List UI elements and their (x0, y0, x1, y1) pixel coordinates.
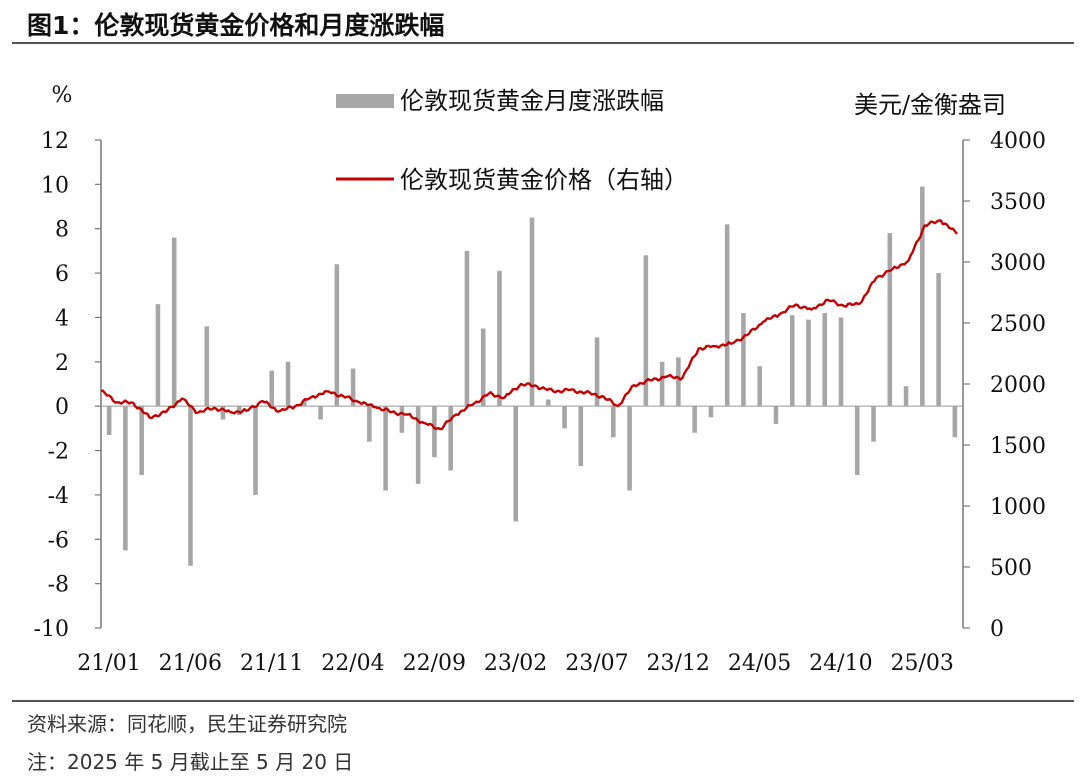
monthly-change-bar (334, 264, 340, 407)
left-tick-label: 6 (55, 262, 69, 287)
monthly-change-bar (659, 361, 665, 407)
title-rule (12, 42, 1074, 44)
monthly-change-bar (757, 366, 762, 407)
right-tick-label: 1000 (990, 495, 1046, 520)
monthly-change-bar (220, 406, 226, 420)
left-tick-label: 0 (55, 395, 69, 420)
monthly-change-bar (480, 328, 486, 407)
legend-line-label: 伦敦现货黄金价格（右轴） (400, 166, 688, 194)
monthly-change-bar (415, 406, 421, 484)
gold-price-line (100, 219, 958, 431)
left-tick-label: -8 (48, 573, 69, 598)
right-tick-label: 2500 (990, 312, 1046, 337)
monthly-change-bar (562, 406, 567, 429)
left-axis-unit: % (52, 83, 73, 108)
left-tick-label: 4 (55, 306, 69, 331)
date-note: 注：2025 年 5 月截止至 5 月 20 日 (27, 750, 354, 774)
monthly-change-bar (611, 406, 616, 438)
left-tick-label: -4 (48, 484, 69, 509)
right-tick-label: 1500 (990, 434, 1046, 459)
monthly-change-bar (432, 406, 437, 458)
monthly-change-bar (448, 406, 453, 471)
monthly-change-bar (253, 406, 258, 495)
left-tick-label: -2 (48, 440, 69, 465)
monthly-change-bar (724, 224, 730, 407)
monthly-change-bar (302, 399, 307, 407)
monthly-change-bar (627, 406, 632, 491)
monthly-change-bar (236, 406, 242, 416)
monthly-change-bar (594, 337, 600, 407)
monthly-change-bar (936, 273, 941, 407)
x-tick-label: 21/06 (159, 651, 222, 676)
monthly-change-bar (367, 406, 372, 442)
left-tick-label: 12 (41, 129, 69, 154)
monthly-change-bar (578, 406, 584, 467)
monthly-change-bar (139, 406, 144, 475)
left-tick-label: -10 (34, 617, 69, 642)
monthly-change-bar (806, 319, 811, 407)
monthly-change-bar (269, 370, 275, 407)
monthly-change-bar (318, 406, 323, 420)
x-tick-label: 24/05 (728, 651, 791, 676)
right-tick-label: 4000 (990, 129, 1046, 154)
right-tick-label: 500 (990, 556, 1032, 581)
monthly-change-bar (643, 255, 649, 407)
figure-title: 图1：伦敦现货黄金价格和月度涨跌幅 (27, 11, 445, 40)
footer-rule (12, 700, 1074, 702)
x-tick-label: 24/10 (809, 651, 872, 676)
right-axis-unit: 美元/金衡盎司 (854, 91, 1006, 119)
monthly-change-bar (838, 317, 844, 407)
monthly-change-bar (855, 406, 860, 475)
monthly-change-bar (513, 406, 519, 522)
monthly-change-bar (871, 406, 876, 442)
left-tick-label: -6 (48, 528, 69, 553)
monthly-change-bar (171, 237, 177, 407)
x-tick-label: 23/02 (484, 651, 547, 676)
monthly-change-bar (497, 270, 502, 407)
monthly-change-bar (773, 406, 779, 424)
source-note: 资料来源：同花顺，民生证券研究院 (27, 712, 347, 736)
right-tick-label: 3000 (990, 251, 1046, 276)
monthly-change-bar (920, 186, 925, 407)
monthly-change-bar (692, 406, 697, 433)
monthly-change-bar (529, 217, 535, 407)
monthly-change-bar (350, 368, 356, 407)
legend-bar-label: 伦敦现货黄金月度涨跌幅 (400, 87, 664, 115)
gold-price-chart: 伦敦现货黄金月度涨跌幅 伦敦现货黄金价格（右轴） % 美元/金衡盎司 -10 -8… (34, 83, 1046, 676)
x-tick-label: 22/04 (321, 651, 384, 676)
right-tick-label: 3500 (990, 190, 1046, 215)
x-tick-label: 21/01 (77, 651, 140, 676)
monthly-change-bar (106, 406, 112, 436)
monthly-change-bar (708, 406, 714, 418)
right-tick-label: 2000 (990, 373, 1046, 398)
monthly-change-bar (822, 313, 828, 407)
x-tick-label: 22/09 (403, 651, 466, 676)
monthly-change-bar (188, 406, 193, 566)
monthly-change-bar (123, 406, 128, 551)
monthly-change-bar (741, 313, 746, 407)
monthly-change-bar (383, 406, 388, 491)
monthly-change-bar (545, 399, 551, 407)
monthly-change-bar (155, 304, 161, 407)
monthly-change-bar (952, 406, 958, 438)
monthly-change-bar (903, 386, 909, 407)
monthly-change-bar (676, 357, 681, 407)
monthly-change-bar (399, 406, 405, 433)
left-tick-label: 2 (55, 351, 69, 376)
x-tick-label: 21/11 (240, 651, 303, 676)
monthly-change-bar (887, 233, 893, 407)
left-tick-label: 10 (41, 173, 69, 198)
monthly-change-bar (464, 250, 470, 407)
x-tick-label: 23/07 (565, 651, 628, 676)
legend-bar-swatch (336, 94, 394, 108)
right-tick-label: 0 (990, 617, 1004, 642)
monthly-change-bar (204, 326, 209, 407)
monthly-change-bar (285, 361, 291, 407)
x-tick-label: 25/03 (891, 651, 954, 676)
monthly-change-bar (789, 315, 795, 407)
left-tick-label: 8 (55, 218, 69, 243)
x-tick-label: 23/12 (647, 651, 710, 676)
